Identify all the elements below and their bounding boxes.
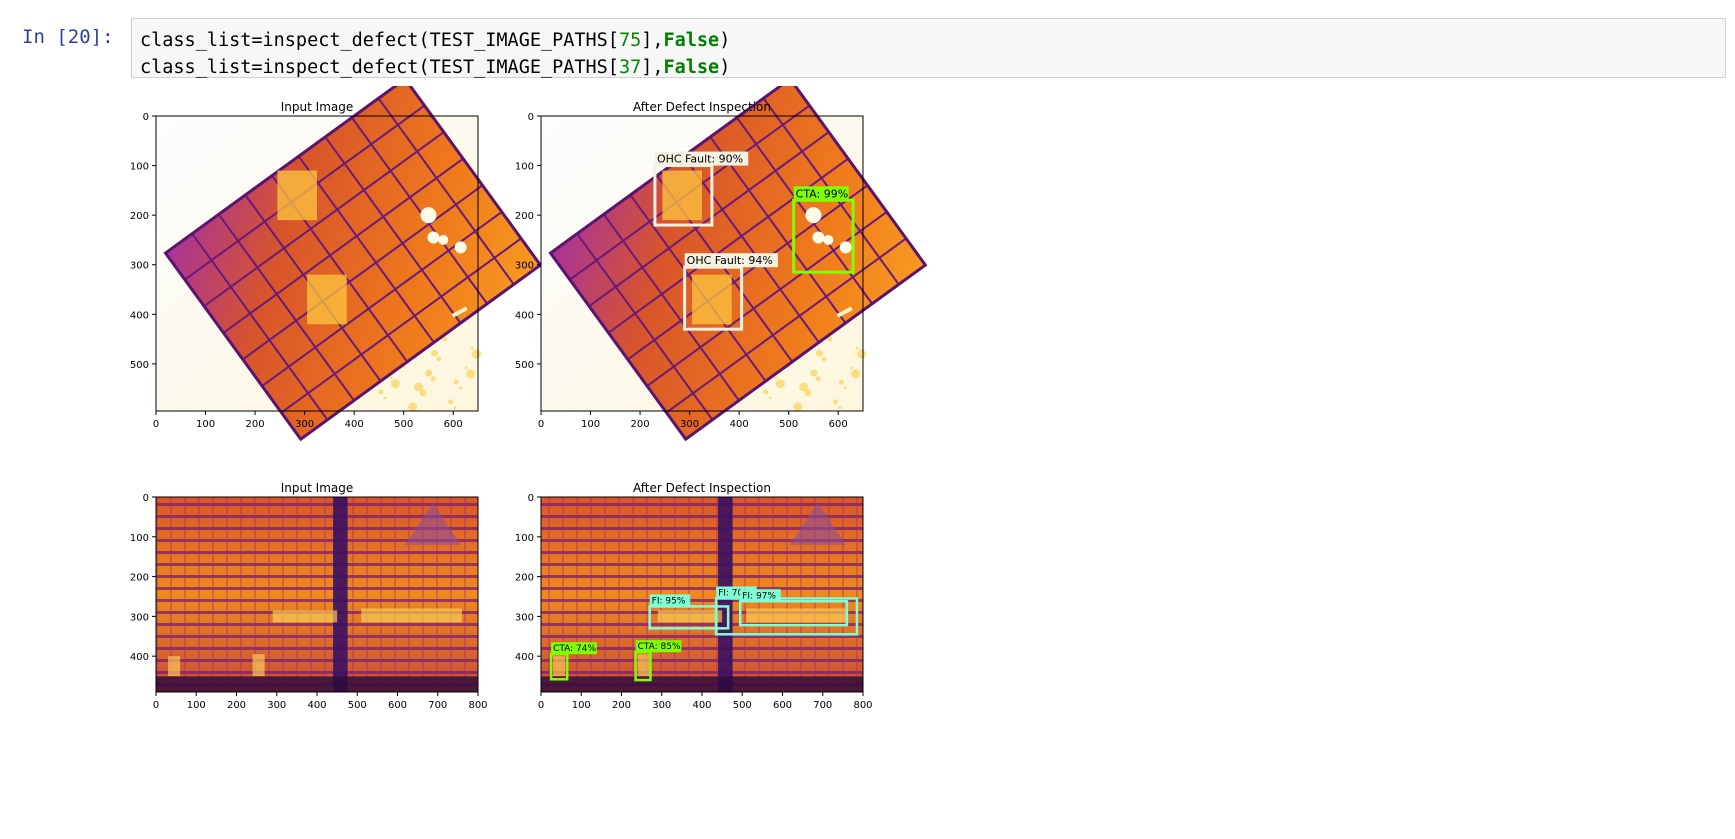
output-figures: Input Image 0 100 200 300 400 500 600 0 100 200 300…: [130, 86, 928, 711]
x-tick-label: 0: [153, 700, 159, 711]
detection-box: OHC Fault: 94%: [683, 253, 778, 331]
detection-box: FI: 97%: [738, 589, 849, 627]
y-tick-label: 0: [143, 112, 149, 123]
detection-box: CTA: 74%: [549, 642, 597, 681]
y-tick-label: 500: [515, 360, 534, 371]
y-tick-label: 200: [130, 573, 149, 584]
x-tick-label: 400: [730, 419, 749, 430]
x-tick-label: 100: [572, 700, 591, 711]
y-tick-label: 0: [528, 493, 534, 504]
x-tick-label: 600: [773, 700, 792, 711]
detection-box: FI: 95%: [648, 594, 730, 630]
x-tick-label: 400: [692, 700, 711, 711]
x-tick-label: 300: [652, 700, 671, 711]
x-tick-label: 600: [388, 700, 407, 711]
x-tick-label: 0: [538, 700, 544, 711]
axes-frame: [155, 115, 479, 412]
cell-output: Input Image 0 100 200 300 400 500 600 0 100 200 300…: [4, 86, 1731, 816]
x-tick-label: 200: [227, 700, 246, 711]
x-tick-label: 300: [295, 419, 314, 430]
x-tick-label: 700: [428, 700, 447, 711]
x-tick-label: 100: [187, 700, 206, 711]
code-cell-input[interactable]: class_list=inspect_defect(TEST_IMAGE_PAT…: [131, 18, 1726, 78]
detection-label: FI: 97%: [742, 591, 776, 601]
detection-label: CTA: 74%: [553, 644, 596, 654]
x-tick-label: 200: [246, 419, 265, 430]
output-image-row-1: After Defect Inspection 0 100 200 300 400 500 6…: [515, 86, 928, 442]
x-tick-label: 600: [444, 419, 463, 430]
x-tick-label: 800: [468, 700, 487, 711]
y-tick-label: 100: [515, 162, 534, 173]
axes-frame: [540, 115, 864, 412]
detection-label: CTA: 85%: [638, 642, 681, 652]
detection-label: FI: 70%: [718, 588, 752, 598]
x-tick-label: 500: [733, 700, 752, 711]
x-tick-label: 300: [680, 419, 699, 430]
output-image-row-2: After Defect Inspection 0 100 200 300 400 500 6…: [515, 481, 873, 711]
detection-box: CTA: 99%: [792, 186, 855, 274]
x-tick-label: 300: [267, 700, 286, 711]
detection-label: FI: 95%: [652, 596, 686, 606]
y-tick-label: 500: [130, 360, 149, 371]
y-tick-label: 300: [130, 612, 149, 623]
y-tick-label: 300: [515, 612, 534, 623]
detection-box: CTA: 85%: [634, 640, 682, 682]
y-tick-label: 200: [515, 573, 534, 584]
y-tick-label: 300: [130, 261, 149, 272]
detection-box: OHC Fault: 90%: [653, 151, 749, 227]
y-tick-label: 300: [515, 261, 534, 272]
axes-title: Input Image: [281, 481, 353, 495]
y-tick-label: 0: [528, 112, 534, 123]
y-tick-label: 0: [143, 493, 149, 504]
input-image-row-1: Input Image 0 100 200 300 400 500 600 0 100 200 300…: [130, 86, 543, 442]
x-tick-label: 600: [829, 419, 848, 430]
y-tick-label: 100: [130, 533, 149, 544]
cell-prompt: In [20]:: [22, 26, 114, 48]
x-tick-label: 200: [612, 700, 631, 711]
x-tick-label: 800: [853, 700, 872, 711]
y-tick-label: 200: [515, 211, 534, 222]
axes-title: After Defect Inspection: [633, 481, 771, 495]
x-tick-label: 500: [779, 419, 798, 430]
input-image-row-2: Input Image 0 100 200 300 400 500 600 700 800 0 100…: [130, 481, 488, 711]
x-tick-label: 500: [394, 419, 413, 430]
axes-title: After Defect Inspection: [633, 100, 771, 114]
x-tick-label: 200: [631, 419, 650, 430]
code-line-2: class_list=inspect_defect(TEST_IMAGE_PAT…: [140, 57, 731, 78]
detection-label: OHC Fault: 94%: [687, 254, 773, 267]
axes-title: Input Image: [281, 100, 353, 114]
x-tick-label: 100: [581, 419, 600, 430]
y-tick-label: 100: [130, 162, 149, 173]
y-tick-label: 100: [515, 533, 534, 544]
x-tick-label: 0: [153, 419, 159, 430]
x-tick-label: 400: [345, 419, 364, 430]
x-tick-label: 100: [196, 419, 215, 430]
y-tick-label: 400: [130, 652, 149, 663]
x-tick-label: 0: [538, 419, 544, 430]
x-tick-label: 500: [348, 700, 367, 711]
code-line-1: class_list=inspect_defect(TEST_IMAGE_PAT…: [140, 30, 731, 51]
x-tick-label: 400: [307, 700, 326, 711]
y-tick-label: 400: [515, 652, 534, 663]
detection-label: CTA: 99%: [796, 187, 849, 200]
y-tick-label: 400: [515, 310, 534, 321]
y-tick-label: 400: [130, 310, 149, 321]
detection-label: OHC Fault: 90%: [657, 153, 743, 166]
y-tick-label: 200: [130, 211, 149, 222]
x-tick-label: 700: [813, 700, 832, 711]
